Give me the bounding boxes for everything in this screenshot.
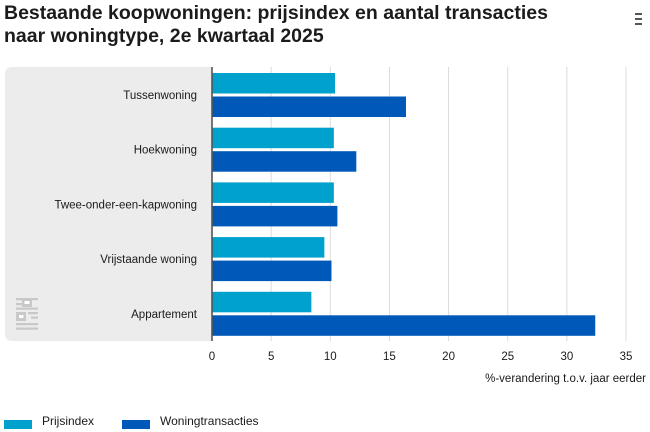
hamburger-menu-icon[interactable] bbox=[628, 10, 644, 30]
bar-woningtransacties-0[interactable] bbox=[212, 96, 406, 118]
x-tick-label-7: 35 bbox=[620, 351, 633, 363]
chart-title-line-2: naar woningtype, 2e kwartaal 2025 bbox=[4, 25, 324, 47]
legend-label-woningtransacties: Woningtransacties bbox=[160, 414, 259, 428]
bar-prijsindex-3[interactable] bbox=[212, 237, 325, 258]
bar-prijsindex-4[interactable] bbox=[212, 291, 312, 313]
category-band bbox=[5, 67, 212, 341]
x-tick-label-3: 15 bbox=[383, 351, 396, 363]
x-tick-label-1: 5 bbox=[268, 351, 274, 363]
x-tick-label-5: 25 bbox=[501, 351, 514, 363]
category-label-4: Appartement bbox=[131, 309, 198, 321]
bar-woningtransacties-1[interactable] bbox=[212, 151, 357, 172]
legend-item-prijsindex[interactable]: Prijsindex bbox=[4, 412, 114, 432]
x-tick-label-6: 30 bbox=[560, 351, 573, 363]
legend-item-woningtransacties[interactable]: Woningtransacties bbox=[122, 412, 292, 432]
x-tick-label-0: 0 bbox=[209, 351, 215, 363]
category-label-2: Twee-onder-een-kapwoning bbox=[54, 199, 197, 211]
bars bbox=[212, 73, 596, 336]
x-axis-label: %-verandering t.o.v. jaar eerder bbox=[485, 373, 646, 385]
bar-prijsindex-0[interactable] bbox=[212, 73, 336, 94]
bar-prijsindex-1[interactable] bbox=[212, 127, 334, 149]
category-labels: Tussenwoning Hoekwoning Twee-onder-een-kap… bbox=[54, 90, 197, 321]
category-label-1: Hoekwoning bbox=[134, 145, 197, 157]
chart-title-line-1: Bestaande koopwoningen: prijsindex en aa… bbox=[4, 2, 548, 24]
legend-label-prijsindex: Prijsindex bbox=[42, 414, 95, 428]
category-label-3: Vrijstaande woning bbox=[100, 254, 197, 266]
legend-swatch-woningtransacties bbox=[122, 420, 150, 429]
bar-woningtransacties-4[interactable] bbox=[212, 315, 596, 336]
category-label-0: Tussenwoning bbox=[123, 90, 197, 102]
bar-chart: Tussenwoning Hoekwoning Twee-onder-een-kap… bbox=[5, 67, 646, 385]
x-tick-labels: 0 5 10 15 20 25 30 35 bbox=[209, 351, 633, 363]
legend: Prijsindex Woningtransacties bbox=[4, 412, 644, 432]
bar-prijsindex-2[interactable] bbox=[212, 182, 334, 203]
legend-swatch-prijsindex bbox=[4, 420, 32, 429]
cbs-logo-icon bbox=[16, 298, 38, 330]
x-tick-label-2: 10 bbox=[324, 351, 337, 363]
bar-woningtransacties-2[interactable] bbox=[212, 205, 338, 227]
bar-woningtransacties-3[interactable] bbox=[212, 260, 332, 282]
chart-title: Bestaande koopwoningen: prijsindex en aa… bbox=[4, 2, 594, 48]
x-tick-label-4: 20 bbox=[442, 351, 455, 363]
